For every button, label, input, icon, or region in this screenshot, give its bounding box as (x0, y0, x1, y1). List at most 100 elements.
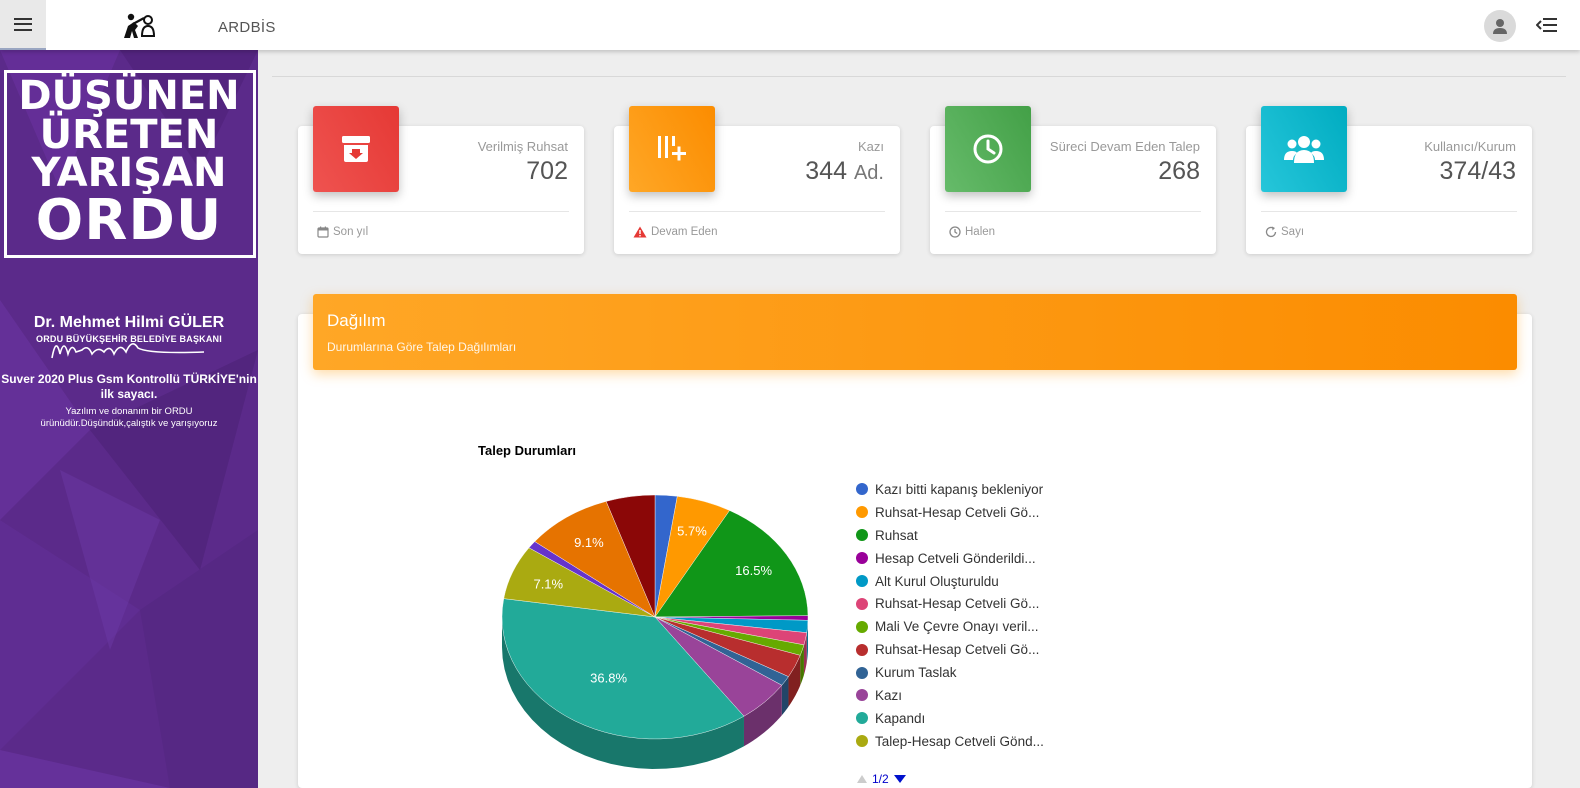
legend-color-swatch (856, 506, 868, 519)
legend-item[interactable]: Kurum Taslak (855, 661, 1044, 684)
legend-color-swatch (856, 529, 868, 542)
legend-item[interactable]: Kazı bitti kapanış bekleniyor (855, 478, 1044, 501)
slogan: DÜŞÜNEN ÜRETEN YARIŞAN ORDU (0, 76, 258, 250)
legend-label: Ruhsat-Hesap Cetveli Gö... (875, 642, 1040, 658)
stat-footer: Sayı (1265, 226, 1304, 238)
stat-value: 374/43 (1440, 157, 1516, 186)
pie-slice[interactable] (534, 501, 656, 618)
stat-value: 702 (526, 157, 568, 186)
card-divider (945, 211, 1201, 212)
pie-slice-side (743, 685, 782, 747)
chart-title: Talep Durumları (478, 443, 577, 458)
legend-item[interactable]: Mali Ve Çevre Onayı veril... (855, 615, 1044, 638)
stat-card-ruhsat: Verilmiş Ruhsat 702 Son yıl (298, 106, 584, 254)
legend-color-swatch (856, 735, 868, 748)
pie-slice-side (781, 676, 789, 716)
legend-color-swatch (856, 643, 868, 656)
stat-footer-text: Devam Eden (651, 226, 718, 238)
slogan-line: ORDU (35, 188, 223, 253)
sidebar: DÜŞÜNEN ÜRETEN YARIŞAN ORDU Dr. Mehmet H… (0, 50, 258, 788)
clock-icon (945, 106, 1031, 192)
mayor-title: ORDU BÜYÜKŞEHİR BELEDİYE BAŞKANI (36, 334, 222, 344)
user-avatar-icon[interactable] (1484, 10, 1516, 42)
stat-footer-text: Son yıl (333, 226, 369, 238)
legend-item[interactable]: Ruhsat-Hesap Cetveli Gö... (855, 592, 1044, 615)
stat-card-kullanici: Kullanıcı/Kurum 374/43 Sayı (1246, 106, 1532, 254)
legend-color-swatch (856, 712, 868, 725)
legend-page-text: 1/2 (872, 772, 889, 786)
app-title[interactable]: ARDBİS (218, 19, 276, 36)
legend-prev-icon[interactable] (856, 774, 868, 784)
stat-number: 702 (526, 157, 568, 185)
pie-slice[interactable] (654, 510, 809, 618)
stat-card-talep: Süreci Devam Eden Talep 268 Halen (930, 106, 1216, 254)
legend-color-swatch (856, 666, 868, 679)
legend-label: Ruhsat-Hesap Cetveli Gö... (875, 596, 1040, 612)
pie-slice-label: 16.5% (735, 563, 772, 578)
pie-chart[interactable]: 5.7% 16.5% 36.8% 7.1% 9.1% (470, 470, 840, 788)
stat-card-kazi: Kazı 344 Ad. Devam Eden (614, 106, 900, 254)
stat-value: 268 (1158, 157, 1200, 186)
stat-footer: Son yıl (317, 226, 368, 238)
stat-label: Kullanıcı/Kurum (1424, 139, 1516, 154)
sidebar-collapse-icon[interactable] (1536, 16, 1558, 34)
stat-label: Kazı (857, 139, 884, 154)
slogan-line: DÜŞÜNEN (18, 73, 240, 119)
legend-item[interactable]: Ruhsat-Hesap Cetveli Gö... (855, 501, 1044, 524)
promo-subtext: Yazılım ve donanım bir ORDU ürünüdür.Düş… (40, 406, 218, 429)
legend-color-swatch (856, 552, 868, 565)
stat-number: 268 (1158, 157, 1200, 185)
pie-slice-label: 5.7% (677, 523, 707, 538)
stat-label: Süreci Devam Eden Talep (1049, 139, 1200, 154)
card-divider (629, 211, 885, 212)
legend-label: Kapandı (875, 710, 926, 726)
content-divider (272, 76, 1566, 77)
clock-icon (949, 226, 961, 238)
distribution-panel (298, 314, 1532, 788)
legend-label: Ruhsat-Hesap Cetveli Gö... (875, 504, 1040, 520)
calendar-icon (317, 226, 329, 238)
legend-label: Alt Kurul Oluşturuldu (875, 573, 999, 589)
legend-item[interactable]: Ruhsat (855, 524, 1044, 547)
mayor-name: Dr. Mehmet Hilmi GÜLER (33, 314, 225, 331)
archive-download-icon (313, 106, 399, 192)
pie-slice-label: 36.8% (590, 670, 627, 685)
legend-item[interactable]: Kapandı (855, 707, 1044, 730)
legend-item[interactable]: Hesap Cetveli Gönderildi... (855, 547, 1044, 570)
legend-item[interactable]: Ruhsat-Hesap Cetveli Gö... (855, 638, 1044, 661)
legend-label: Mali Ve Çevre Onayı veril... (875, 619, 1039, 635)
pie-slice-side (788, 655, 801, 707)
users-icon (1261, 106, 1347, 192)
legend-item[interactable]: Alt Kurul Oluşturuldu (855, 570, 1044, 593)
slogan-line: YARIŞAN (31, 150, 227, 196)
stat-unit: Ad. (853, 162, 884, 184)
legend-color-swatch (856, 597, 868, 610)
chart-legend: Kazı bitti kapanış bekleniyor Ruhsat-Hesa… (855, 478, 1044, 753)
legend-item[interactable]: Talep-Hesap Cetveli Gönd... (855, 730, 1044, 753)
pie-slice-side (803, 632, 807, 675)
stat-number: 374/43 (1439, 157, 1516, 185)
stat-footer-text: Halen (965, 226, 996, 238)
legend-label: Ruhsat (875, 527, 918, 543)
slogan-line: ÜRETEN (39, 112, 219, 158)
legend-next-icon[interactable] (893, 774, 907, 784)
panel-subtitle: Durumlarına Göre Talep Dağılımları (327, 340, 517, 354)
pie-slice[interactable] (605, 494, 656, 618)
stat-footer: Halen (949, 226, 995, 238)
legend-color-swatch (856, 689, 868, 702)
slogan-frame (4, 70, 256, 258)
legend-color-swatch (856, 575, 868, 587)
hamburger-menu-icon[interactable] (0, 0, 46, 50)
stat-footer-text: Sayı (1281, 226, 1305, 238)
card-divider (1261, 211, 1517, 212)
pie-slice-side (800, 644, 804, 686)
legend-label: Talep-Hesap Cetveli Gönd... (875, 733, 1044, 749)
stat-number: 344 (805, 157, 848, 185)
legend-pager: 1/2 (856, 772, 907, 786)
pie-slice[interactable] (501, 598, 745, 740)
sidebar-background-pattern (0, 50, 258, 788)
refresh-icon (1265, 226, 1277, 238)
legend-item[interactable]: Kazı (855, 684, 1044, 707)
signature-image (51, 343, 205, 359)
worker-logo-icon (124, 13, 156, 38)
